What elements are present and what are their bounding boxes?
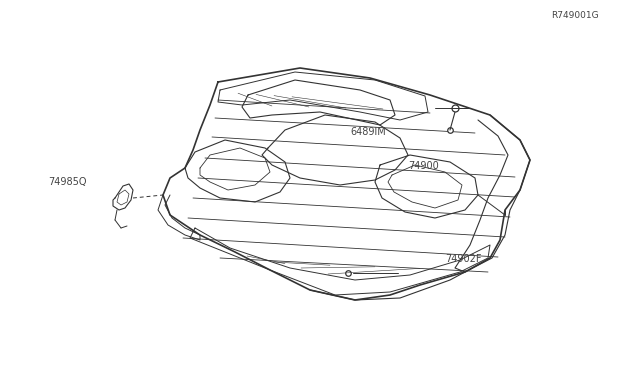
Text: 74985Q: 74985Q	[48, 177, 86, 186]
Text: 6489lM: 6489lM	[351, 127, 387, 137]
Text: R749001G: R749001G	[551, 12, 598, 20]
Text: 74900: 74900	[408, 161, 439, 170]
Text: 74902F: 74902F	[445, 254, 481, 263]
